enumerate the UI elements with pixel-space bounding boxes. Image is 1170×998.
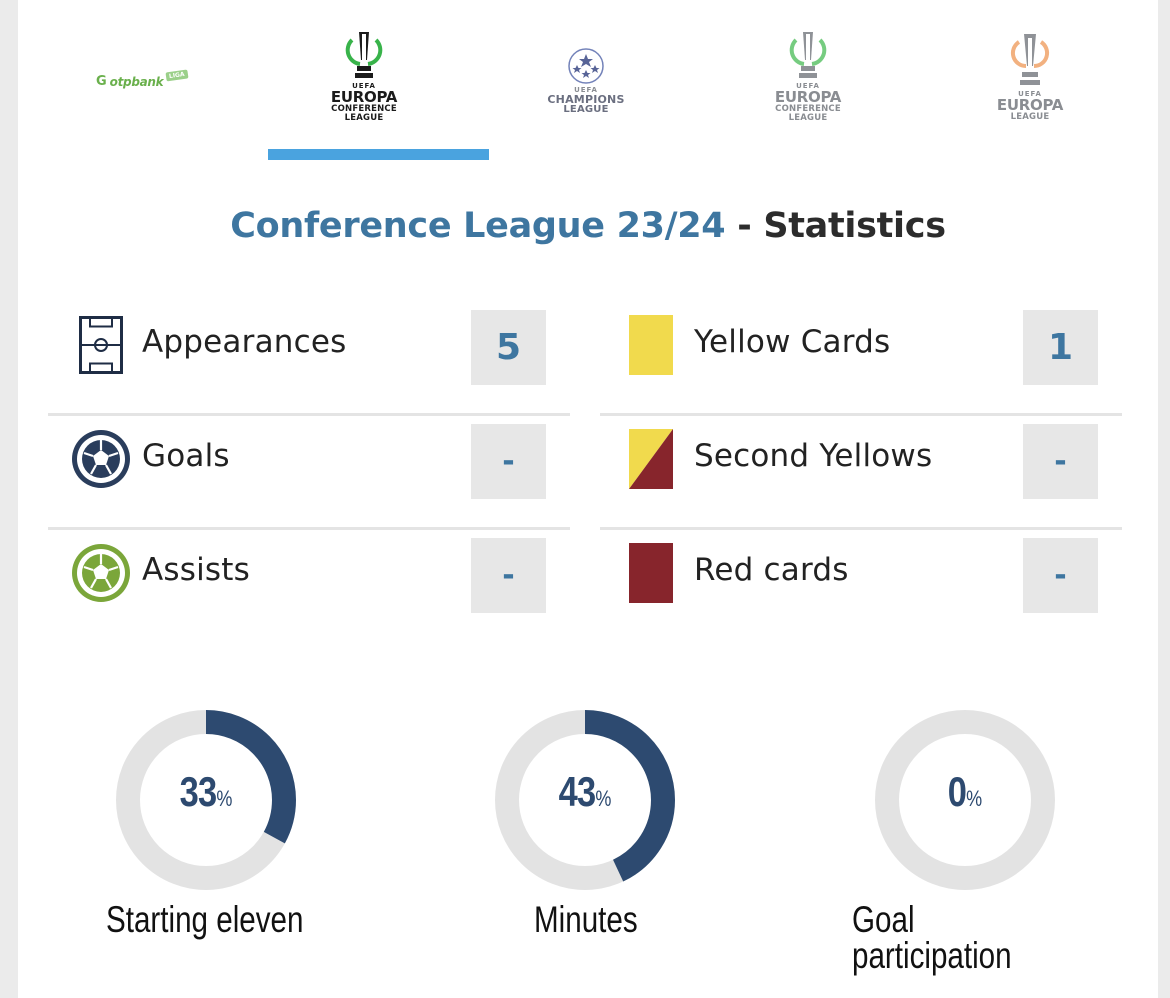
competition-title: Conference League 23/24	[230, 206, 726, 246]
starting-eleven-donut: 33%	[106, 700, 306, 900]
tab-otpbank-liga[interactable]: G otpbank LIGA	[32, 0, 252, 162]
donut-arc	[495, 710, 675, 890]
red-cards-value: -	[1023, 538, 1098, 613]
page-title: Conference League 23/24 - Statistics	[230, 206, 946, 246]
minutes-donut: 43%	[485, 700, 685, 900]
tab-conference-league-active[interactable]: UEFA EUROPA CONFERENCE LEAGUE	[254, 0, 474, 162]
starball-icon	[568, 48, 604, 84]
assists-value: -	[471, 538, 546, 613]
appearances-value: 5	[471, 310, 546, 385]
stat-yellow-cards: Yellow Cards 1	[600, 302, 1122, 416]
champions-league-logo: UEFA CHAMPIONS LEAGUE	[476, 46, 696, 115]
europa-league-logo: UEFA EUROPA LEAGUE	[920, 30, 1140, 122]
conference-trophy-icon	[345, 32, 383, 78]
stat-appearances: Appearances 5	[48, 302, 570, 416]
red-card-icon	[620, 542, 682, 604]
second-yellow-icon	[620, 428, 682, 490]
goal-participation-label: Goal participation	[852, 899, 1012, 976]
stat-second-yellows: Second Yellows -	[600, 416, 1122, 530]
europa-trophy-icon	[1010, 34, 1050, 85]
goal-participation-donut: 0%	[865, 700, 1065, 900]
otpbank-logo: G otpbank LIGA	[32, 69, 252, 89]
stat-assists: Assists -	[48, 530, 570, 644]
yellow-card-icon	[620, 314, 682, 376]
section-title: Statistics	[763, 206, 946, 246]
active-tab-indicator	[268, 149, 489, 160]
goals-value: -	[471, 424, 546, 499]
tab-champions-league[interactable]: UEFA CHAMPIONS LEAGUE	[476, 0, 696, 162]
donut-arc	[116, 710, 296, 890]
goal-participation-percent: 0%	[947, 768, 983, 815]
starting-eleven-percent: 33%	[179, 768, 233, 815]
pitch-icon	[70, 314, 132, 376]
conference-league-logo: UEFA EUROPA CONFERENCE LEAGUE	[254, 30, 474, 122]
starting-eleven-label: Starting eleven	[106, 899, 304, 940]
conference-league-logo-secondary: UEFA EUROPA CONFERENCE LEAGUE	[698, 30, 918, 122]
minutes-percent: 43%	[558, 768, 612, 815]
goals-ball-icon	[70, 428, 132, 490]
donut-track	[875, 710, 1055, 890]
minutes-label: Minutes	[534, 899, 638, 940]
competition-tabs: G otpbank LIGA UEFA EUROPA CONFERENCE LE…	[32, 0, 1140, 162]
second-yellows-value: -	[1023, 424, 1098, 499]
stat-red-cards: Red cards -	[600, 530, 1122, 644]
statistics-card: G otpbank LIGA UEFA EUROPA CONFERENCE LE…	[18, 0, 1158, 998]
yellow-cards-value: 1	[1023, 310, 1098, 385]
tab-conference-league[interactable]: UEFA EUROPA CONFERENCE LEAGUE	[698, 0, 918, 162]
conference-trophy-icon	[789, 32, 827, 78]
tab-europa-league[interactable]: UEFA EUROPA LEAGUE	[920, 0, 1140, 162]
assists-ball-icon	[70, 542, 132, 604]
stat-goals: Goals -	[48, 416, 570, 530]
